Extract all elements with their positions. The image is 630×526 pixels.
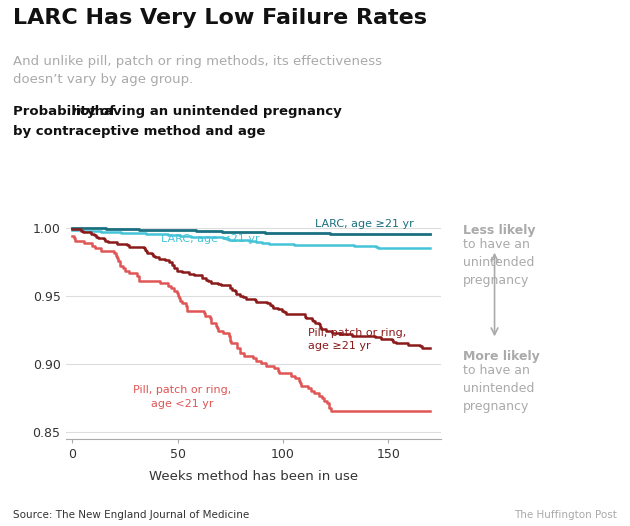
Text: The Huffington Post: The Huffington Post: [515, 510, 617, 520]
Text: to have an
unintended
pregnancy: to have an unintended pregnancy: [463, 364, 534, 413]
Text: by contraceptive method and age: by contraceptive method and age: [13, 125, 265, 138]
Text: LARC, age <21 yr: LARC, age <21 yr: [161, 234, 260, 244]
Text: Probability of: Probability of: [13, 105, 119, 118]
Text: And unlike pill, patch or ring methods, its effectiveness
doesn’t vary by age gr: And unlike pill, patch or ring methods, …: [13, 55, 382, 86]
Text: LARC Has Very Low Failure Rates: LARC Has Very Low Failure Rates: [13, 8, 427, 28]
Text: Pill, patch or ring,
age <21 yr: Pill, patch or ring, age <21 yr: [133, 386, 231, 409]
Text: Source: The New England Journal of Medicine: Source: The New England Journal of Medic…: [13, 510, 249, 520]
Text: to have an
unintended
pregnancy: to have an unintended pregnancy: [463, 238, 534, 287]
Text: not: not: [71, 105, 96, 118]
Text: Less likely: Less likely: [463, 224, 536, 237]
Text: having an unintended pregnancy: having an unintended pregnancy: [90, 105, 342, 118]
Text: LARC, age ≥21 yr: LARC, age ≥21 yr: [314, 219, 413, 229]
Text: Pill, patch or ring,
age ≥21 yr: Pill, patch or ring, age ≥21 yr: [308, 328, 406, 351]
X-axis label: Weeks method has been in use: Weeks method has been in use: [149, 470, 358, 482]
Text: More likely: More likely: [463, 350, 540, 363]
